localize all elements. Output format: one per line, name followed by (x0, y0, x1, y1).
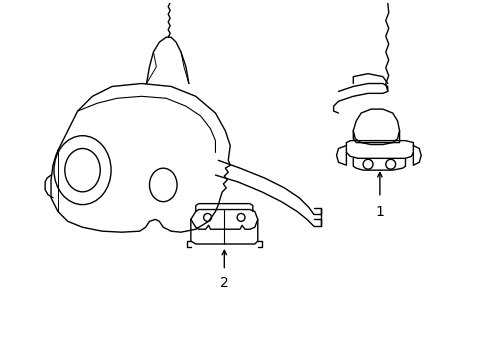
Text: 2: 2 (220, 275, 228, 289)
Text: 1: 1 (375, 204, 384, 219)
